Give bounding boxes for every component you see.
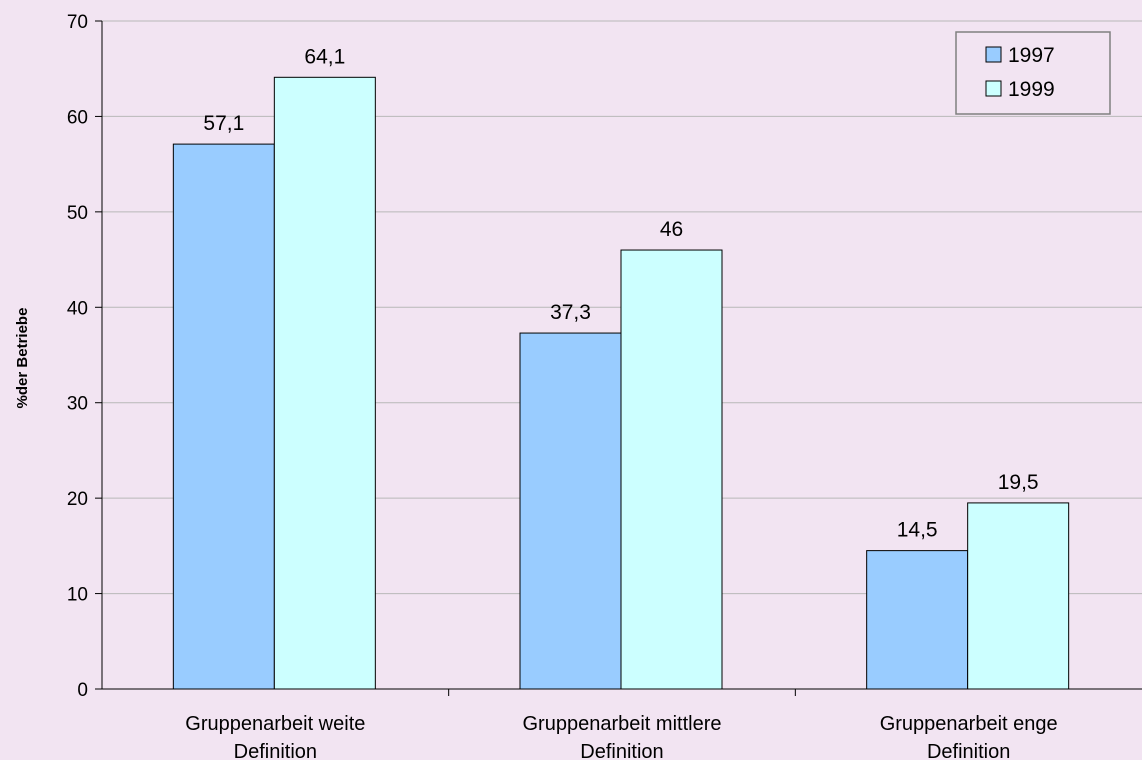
y-axis-title: %der Betriebe: [14, 308, 31, 409]
y-tick-label: 10: [67, 585, 88, 606]
data-label: 64,1: [304, 45, 345, 68]
bar-1997-3: [866, 550, 969, 690]
y-tick-label: 70: [67, 12, 88, 33]
bar-1997-2: [519, 332, 622, 690]
data-label: 46: [660, 218, 683, 241]
legend-swatch-1997: [985, 46, 1002, 63]
bar-1999-3: [967, 502, 1070, 690]
category-label: Gruppenarbeit weite Definition: [185, 713, 365, 760]
legend-label-1999: 1999: [1008, 78, 1055, 101]
data-label: 57,1: [203, 112, 244, 135]
y-tick-label: 20: [67, 489, 88, 510]
data-label: 19,5: [998, 471, 1039, 494]
legend: 1997 1999: [955, 31, 1111, 115]
bar-1997-1: [172, 143, 275, 690]
legend-swatch-1999: [985, 80, 1002, 97]
y-tick-label: 40: [67, 298, 88, 319]
legend-label-1997: 1997: [1008, 44, 1055, 67]
data-label: 37,3: [550, 301, 591, 324]
legend-box: [955, 31, 1111, 115]
data-label: 14,5: [897, 519, 938, 542]
bar-1999-1: [273, 76, 376, 690]
y-tick-label: 50: [67, 203, 88, 224]
bar-1999-2: [620, 249, 723, 690]
category-label: Gruppenarbeit mittlere Definition: [523, 713, 722, 760]
y-tick-label: 30: [67, 394, 88, 415]
bars: [172, 76, 1070, 690]
y-tick-label: 0: [77, 680, 88, 701]
category-label: Gruppenarbeit enge Definition: [880, 713, 1058, 760]
category-labels: Gruppenarbeit weite Definition Gruppenarbe…: [185, 713, 1057, 760]
y-tick-label: 60: [67, 107, 88, 128]
data-labels: 57,1 64,1 37,3 46 14,5 19,5: [203, 45, 1038, 541]
